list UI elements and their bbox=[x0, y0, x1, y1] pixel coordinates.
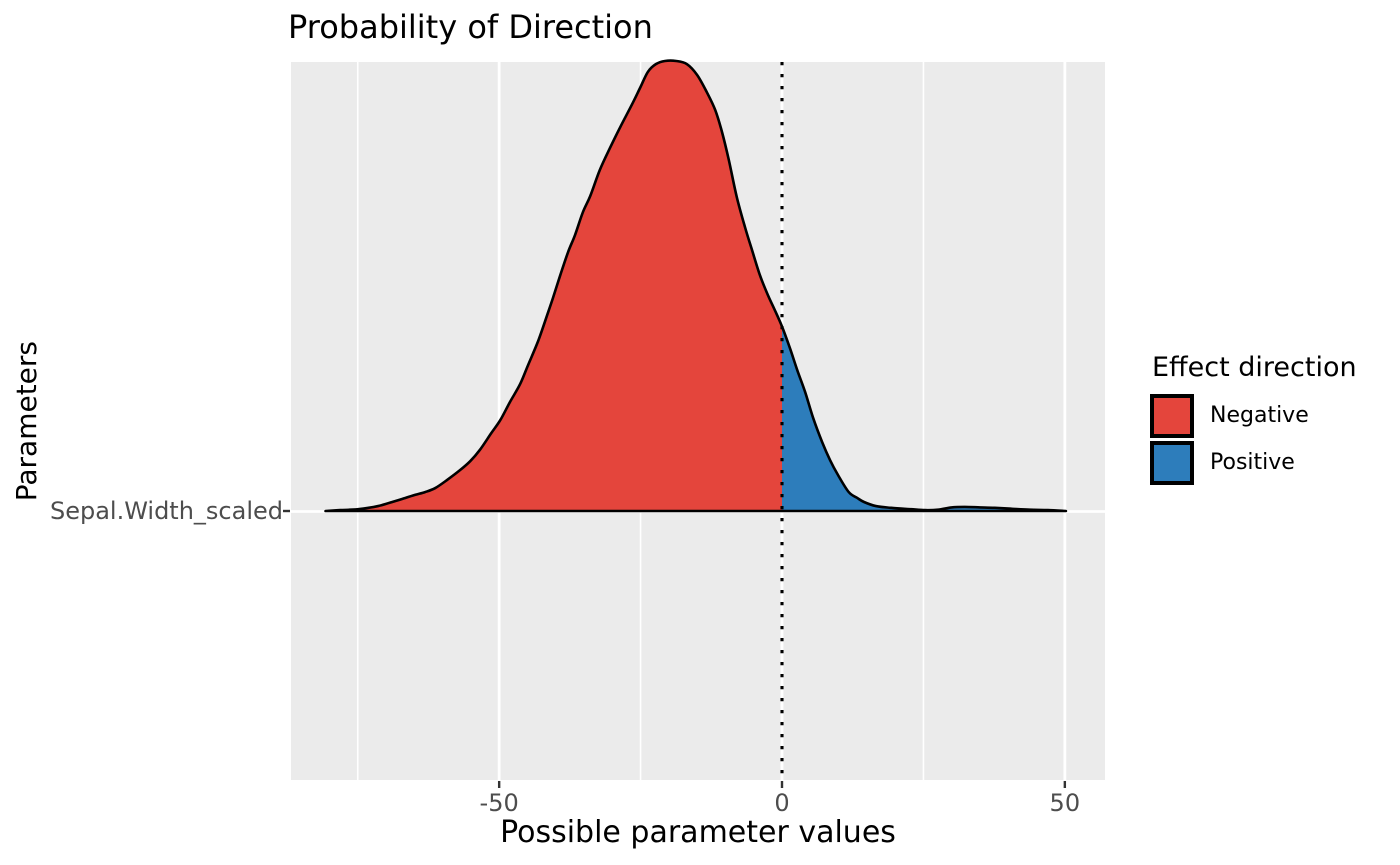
legend: Effect direction Negative Positive bbox=[1150, 352, 1357, 488]
density-curve-outline bbox=[324, 59, 1068, 513]
x-tick-label-zero: 0 bbox=[774, 789, 790, 817]
legend-item-label: Negative bbox=[1210, 403, 1309, 428]
legend-swatch-positive bbox=[1150, 441, 1194, 485]
density-plot-panel bbox=[283, 59, 1105, 788]
x-tick-label-pos50: 50 bbox=[1049, 789, 1081, 817]
legend-title: Effect direction bbox=[1152, 352, 1357, 383]
legend-item-negative: Negative bbox=[1150, 394, 1357, 438]
y-axis-title: Parameters bbox=[6, 62, 46, 780]
density-negative-fill bbox=[325, 60, 783, 511]
legend-item-positive: Positive bbox=[1150, 441, 1357, 485]
legend-swatch-negative bbox=[1150, 394, 1194, 438]
legend-item-label: Positive bbox=[1210, 450, 1295, 475]
x-tick-label-neg50: -50 bbox=[479, 789, 519, 817]
y-axis-title-text: Parameters bbox=[9, 340, 43, 502]
density-positive-fill bbox=[782, 326, 1066, 511]
plot-title: Probability of Direction bbox=[288, 8, 653, 46]
x-axis-title: Possible parameter values bbox=[500, 815, 896, 850]
y-tick-label: Sepal.Width_scaled bbox=[49, 497, 283, 525]
